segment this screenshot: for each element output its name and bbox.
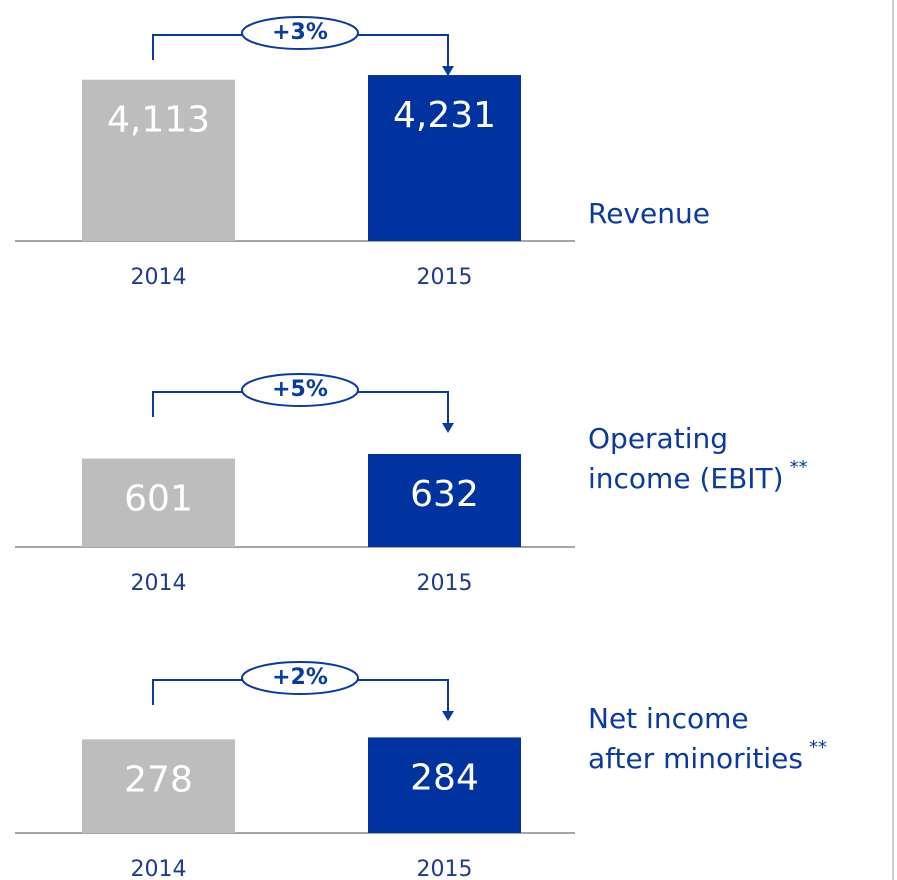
bar [82,739,235,833]
change-label: +5% [272,377,328,402]
value-label: 632 [410,474,479,515]
panel-title: income (EBIT) [588,462,784,495]
bar [368,737,521,833]
change-oval [241,16,359,50]
bar [82,79,235,241]
footnote-marker: ** [809,737,827,758]
value-label: 4,113 [107,100,210,141]
x-tick-label: 2014 [131,265,187,290]
bar [368,75,521,241]
x-tick-label: 2015 [417,571,473,596]
panel-title: after minorities [588,742,803,775]
bar [82,458,235,547]
x-tick-label: 2015 [417,857,473,880]
arrow-head [442,423,454,433]
footnote-marker: ** [790,457,808,478]
panel-title: Revenue [588,197,710,230]
x-tick-label: 2014 [131,571,187,596]
change-label: +3% [272,20,328,45]
panel-title: Net income [588,702,749,735]
value-label: 4,231 [393,95,496,136]
value-label: 601 [124,479,193,520]
arrow-head [442,66,454,76]
x-tick-label: 2015 [417,265,473,290]
arrow-head [442,711,454,721]
change-oval [241,373,359,407]
value-label: 284 [410,757,479,798]
change-oval [241,661,359,695]
bar [368,454,521,547]
change-label: +2% [272,665,328,690]
panel-title: Operating [588,422,728,455]
x-tick-label: 2014 [131,857,187,880]
value-label: 278 [124,759,193,800]
